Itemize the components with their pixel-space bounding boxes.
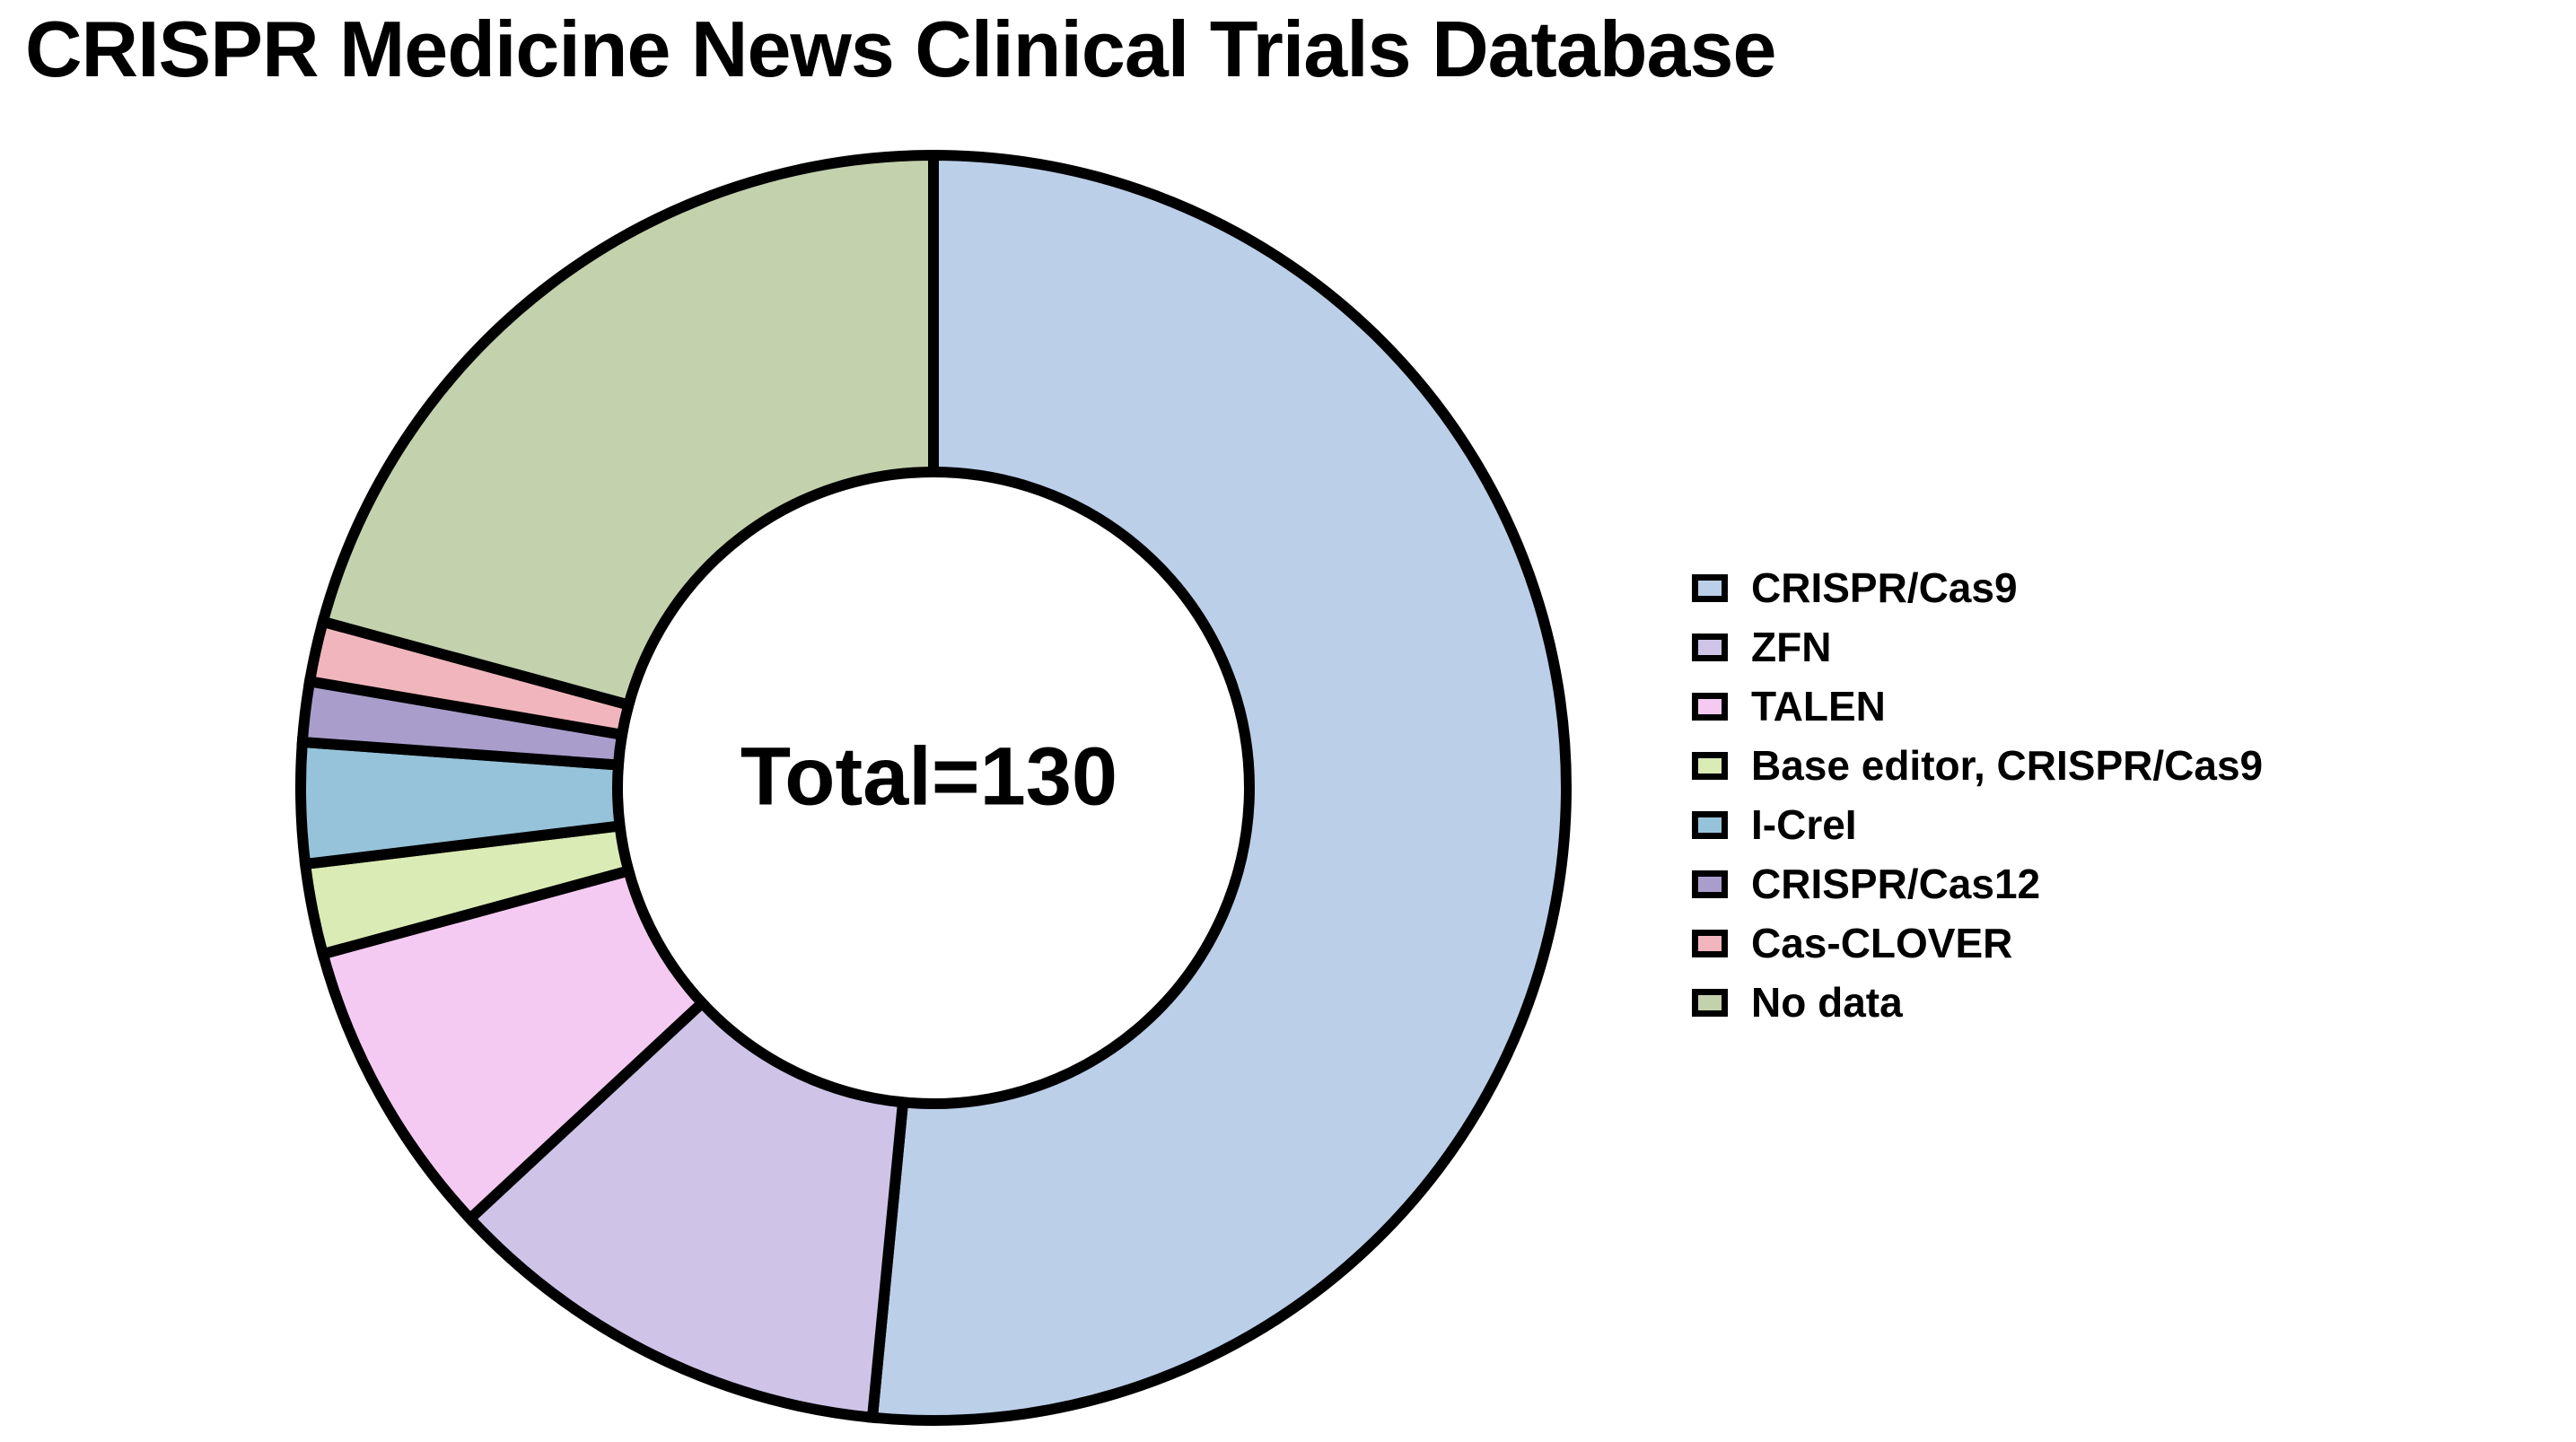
legend-label: CRISPR/Cas9 [1751,564,2018,611]
legend-item: ZFN [1692,617,2263,677]
legend-swatch-icon [1692,929,1728,957]
legend-swatch-icon [1692,988,1728,1017]
slice-no-data [316,149,939,712]
center-total-label: Total=130 [740,730,1118,823]
legend-label: CRISPR/Cas12 [1751,861,2041,907]
legend-label: ZFN [1751,624,1832,670]
legend-item: TALEN [1692,677,2263,736]
legend-label: I-CreI [1751,801,1857,848]
legend: CRISPR/Cas9 ZFN TALEN Base editor, CRISPR/C… [1692,558,2263,1032]
legend-swatch-icon [1692,633,1728,661]
slice-crispr-cas9 [866,149,1572,1426]
legend-item: CRISPR/Cas9 [1692,558,2263,617]
slice-zfn [462,995,909,1424]
legend-swatch-icon [1692,692,1728,721]
legend-item: I-CreI [1692,795,2263,854]
legend-swatch-icon [1692,870,1728,898]
legend-label: Base editor, CRISPR/Cas9 [1751,742,2264,789]
legend-item: Base editor, CRISPR/Cas9 [1692,736,2263,795]
donut-slices [295,149,1572,1426]
legend-item: CRISPR/Cas12 [1692,854,2263,913]
legend-label: Cas-CLOVER [1751,920,2013,966]
slice-talen [316,864,710,1227]
legend-swatch-icon [1692,810,1728,839]
legend-swatch-icon [1692,573,1728,602]
legend-item: Cas-CLOVER [1692,913,2263,973]
legend-label: TALEN [1751,683,1886,730]
legend-item: No data [1692,973,2263,1032]
legend-label: No data [1751,979,1903,1026]
chart-title: CRISPR Medicine News Clinical Trials Dat… [25,4,1776,93]
legend-swatch-icon [1692,751,1728,780]
